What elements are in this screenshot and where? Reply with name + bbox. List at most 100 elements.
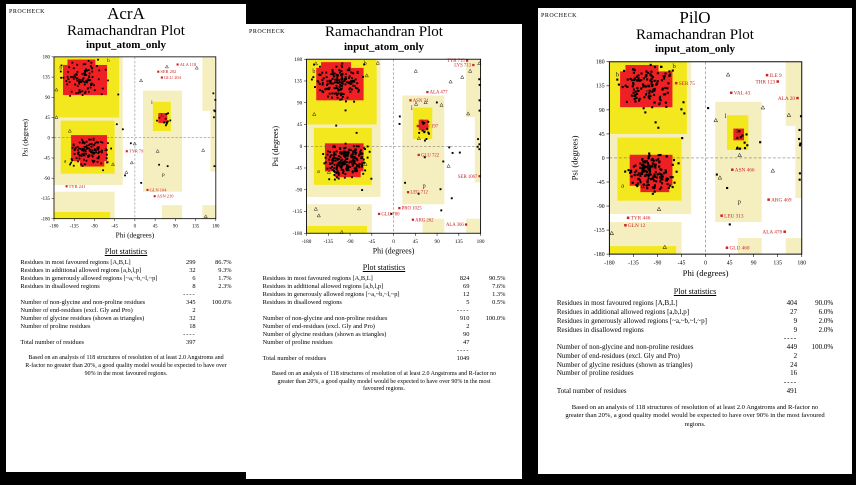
plot-title: Ramachandran Plot — [325, 24, 443, 40]
svg-text:p: p — [162, 172, 165, 178]
svg-text:b: b — [312, 68, 315, 74]
svg-text:VAL 43: VAL 43 — [734, 91, 751, 97]
svg-text:180: 180 — [797, 261, 806, 267]
svg-text:45: 45 — [413, 238, 419, 244]
stats-separator: ---- — [456, 306, 470, 314]
svg-text:ASN 210: ASN 210 — [157, 194, 174, 199]
svg-text:-45: -45 — [111, 225, 118, 230]
svg-text:b: b — [364, 61, 367, 67]
svg-text:PRO 1025: PRO 1025 — [402, 206, 423, 211]
svg-text:135: 135 — [294, 78, 302, 84]
svg-text:-135: -135 — [293, 209, 303, 215]
procheck-label: PROCHECK — [541, 13, 578, 19]
svg-text:-45: -45 — [295, 165, 302, 171]
stats-row: Number of non-glycine and non-proline re… — [20, 299, 232, 307]
svg-text:-45: -45 — [43, 157, 50, 162]
svg-text:-135: -135 — [324, 238, 334, 244]
svg-text:TYR 446: TYR 446 — [631, 216, 651, 222]
svg-text:GLN 12: GLN 12 — [628, 223, 646, 229]
svg-text:135: 135 — [596, 84, 605, 90]
stats-row: Number of non-glycine and non-proline re… — [262, 314, 506, 322]
stats-row: Residues in disallowed regions 9 2.0% — [556, 325, 834, 334]
plot-title: Ramachandran Plot — [636, 26, 754, 43]
svg-text:ALA 366: ALA 366 — [446, 223, 464, 228]
svg-text:-90: -90 — [43, 177, 50, 182]
svg-text:GLN 197: GLN 197 — [420, 124, 439, 129]
svg-text:45: 45 — [727, 261, 733, 267]
svg-text:B: B — [339, 84, 343, 90]
svg-text:45: 45 — [297, 122, 303, 128]
svg-text:-90: -90 — [347, 238, 354, 244]
stats-row: Number of end-residues (excl. Gly and Pr… — [262, 322, 470, 330]
plot-statistics: Residues in most favoured regions [A,B,L… — [263, 275, 506, 363]
svg-text:GLU 780: GLU 780 — [381, 212, 400, 217]
svg-text:-135: -135 — [628, 261, 639, 267]
stats-row: Residues in most favoured regions [A,B,L… — [262, 274, 506, 282]
svg-text:0: 0 — [48, 137, 51, 142]
svg-text:Psi (degrees): Psi (degrees) — [21, 119, 29, 157]
stats-separator: ---- — [183, 291, 196, 299]
protein-name: PilO — [679, 8, 711, 27]
svg-text:180: 180 — [477, 238, 485, 244]
svg-text:0: 0 — [134, 225, 137, 230]
svg-text:THR 123: THR 123 — [755, 80, 775, 86]
svg-text:SER 75: SER 75 — [679, 81, 696, 87]
svg-text:180: 180 — [212, 225, 220, 230]
svg-text:b: b — [616, 72, 620, 79]
svg-text:ALA 118: ALA 118 — [180, 62, 197, 67]
svg-text:p: p — [423, 183, 426, 189]
svg-text:0: 0 — [704, 261, 707, 267]
stats-separator: ---- — [783, 378, 798, 387]
svg-text:135: 135 — [43, 76, 51, 81]
procheck-window-right: PROCHECK PilO Ramachandran Plot input_at… — [538, 8, 852, 474]
stats-row: Total number of residues 1049 — [262, 354, 470, 362]
stats-row: Total number of residues 491 — [556, 386, 798, 395]
svg-text:-180: -180 — [594, 252, 605, 258]
stats-row: Number of glycine residues (shown as tri… — [20, 315, 196, 323]
stats-row: Number of end-residues (excl. Gly and Pr… — [20, 307, 196, 315]
stats-row: Residues in most favoured regions [A,B,L… — [20, 259, 232, 267]
svg-text:-90: -90 — [597, 204, 605, 210]
svg-text:0: 0 — [300, 143, 303, 149]
stats-row: Residues in generously allowed regions [… — [262, 290, 506, 298]
procheck-label: PROCHECK — [9, 9, 46, 15]
plot-statistics: Residues in most favoured regions [A,B,L… — [557, 299, 833, 395]
svg-text:TYR 715: TYR 715 — [447, 59, 465, 64]
svg-text:-180: -180 — [293, 230, 303, 236]
stats-row: Total number of residues 397 — [20, 339, 196, 347]
svg-text:ILE 9: ILE 9 — [770, 73, 783, 79]
footer-note: Based on an analysis of 118 structures o… — [25, 355, 227, 377]
svg-text:Psi (degrees): Psi (degrees) — [570, 136, 580, 181]
svg-text:180: 180 — [294, 56, 302, 62]
svg-text:90: 90 — [599, 108, 605, 114]
svg-text:GLU 204: GLU 204 — [164, 75, 182, 80]
svg-text:-90: -90 — [91, 225, 98, 230]
stats-row: Number of proline residues 18 — [20, 323, 196, 331]
plot-subtitle: input_atom_only — [85, 39, 167, 52]
svg-text:135: 135 — [192, 225, 200, 230]
svg-text:LEU 712: LEU 712 — [410, 190, 428, 195]
svg-text:90: 90 — [45, 96, 50, 101]
svg-text:-180: -180 — [604, 261, 615, 267]
svg-text:Phi (degrees): Phi (degrees) — [683, 269, 729, 279]
svg-text:-180: -180 — [50, 225, 59, 230]
procheck-window-middle: PROCHECK Ramachandran Plot input_atom_on… — [246, 24, 522, 479]
stats-row: Number of glycine residues (shown as tri… — [556, 360, 798, 369]
svg-text:180: 180 — [43, 56, 51, 61]
svg-text:0: 0 — [602, 156, 605, 162]
stats-title: Plot statistics — [104, 247, 148, 257]
svg-text:a: a — [317, 168, 320, 174]
svg-text:ARG 469: ARG 469 — [771, 198, 792, 204]
stats-row: Residues in additional allowed regions [… — [556, 308, 834, 317]
svg-text:135: 135 — [773, 261, 782, 267]
svg-text:Phi (degrees): Phi (degrees) — [373, 246, 415, 255]
stats-separator: ---- — [456, 346, 470, 354]
svg-text:Phi (degrees): Phi (degrees) — [116, 232, 155, 240]
stats-row: Residues in disallowed regions 5 0.5% — [262, 298, 506, 306]
svg-text:-135: -135 — [70, 225, 79, 230]
svg-text:l: l — [725, 113, 727, 120]
procheck-label: PROCHECK — [249, 29, 286, 35]
stats-title: Plot statistics — [362, 262, 406, 272]
svg-text:-45: -45 — [678, 261, 686, 267]
